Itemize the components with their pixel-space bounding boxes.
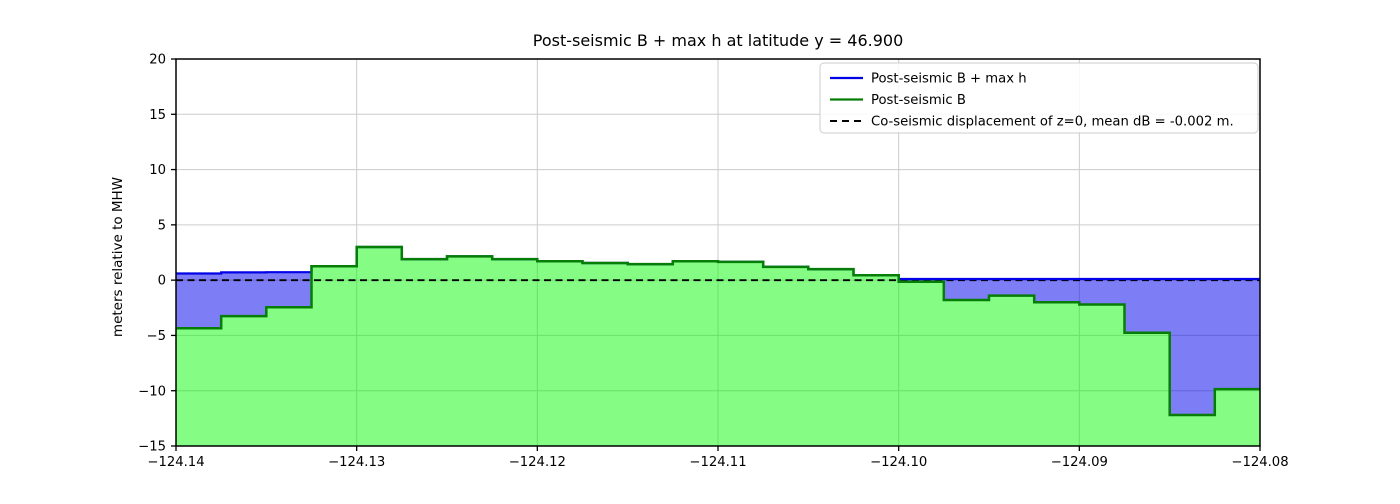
x-tick-label: −124.12: [509, 455, 566, 470]
chart-title: Post-seismic B + max h at latitude y = 4…: [533, 31, 904, 50]
fill-between-bmaxh-and-b: [176, 247, 1260, 415]
legend-entry-b: Post-seismic B: [871, 93, 966, 108]
legend-entry-coseismic: Co-seismic displacement of z=0, mean dB …: [871, 115, 1234, 130]
y-tick-label: 15: [149, 108, 166, 123]
y-axis-label: meters relative to MHW: [110, 177, 126, 337]
y-tick-label: 5: [158, 218, 166, 233]
line-post-seismic-b: [176, 245, 1260, 417]
legend-box: [819, 62, 1259, 134]
x-tick-label: −124.08: [1231, 455, 1288, 470]
x-tick-label: −124.10: [870, 455, 927, 470]
x-tick-label: −124.13: [328, 455, 385, 470]
y-tick-label: −5: [147, 329, 166, 344]
tick-marks-and-labels: −124.14 −124.13 −124.12 −124.11 −124.10 −124.…: [138, 53, 1288, 470]
y-tick-label: −10: [138, 384, 166, 399]
y-tick-label: 20: [149, 53, 166, 68]
x-tick-label: −124.14: [147, 455, 204, 470]
y-tick-label: 10: [149, 163, 166, 178]
fill-post-seismic-b: [176, 247, 1260, 446]
x-tick-label: −124.09: [1051, 455, 1108, 470]
legend: Post-seismic B + max h Post-seismic B Co…: [819, 62, 1259, 134]
y-tick-label: 0: [158, 274, 166, 289]
legend-entry-b-plus-maxh: Post-seismic B + max h: [871, 72, 1027, 87]
x-tick-label: −124.11: [689, 455, 746, 470]
area-fills: [176, 247, 1260, 446]
data-lines: [176, 245, 1260, 417]
y-tick-label: −15: [138, 440, 166, 455]
